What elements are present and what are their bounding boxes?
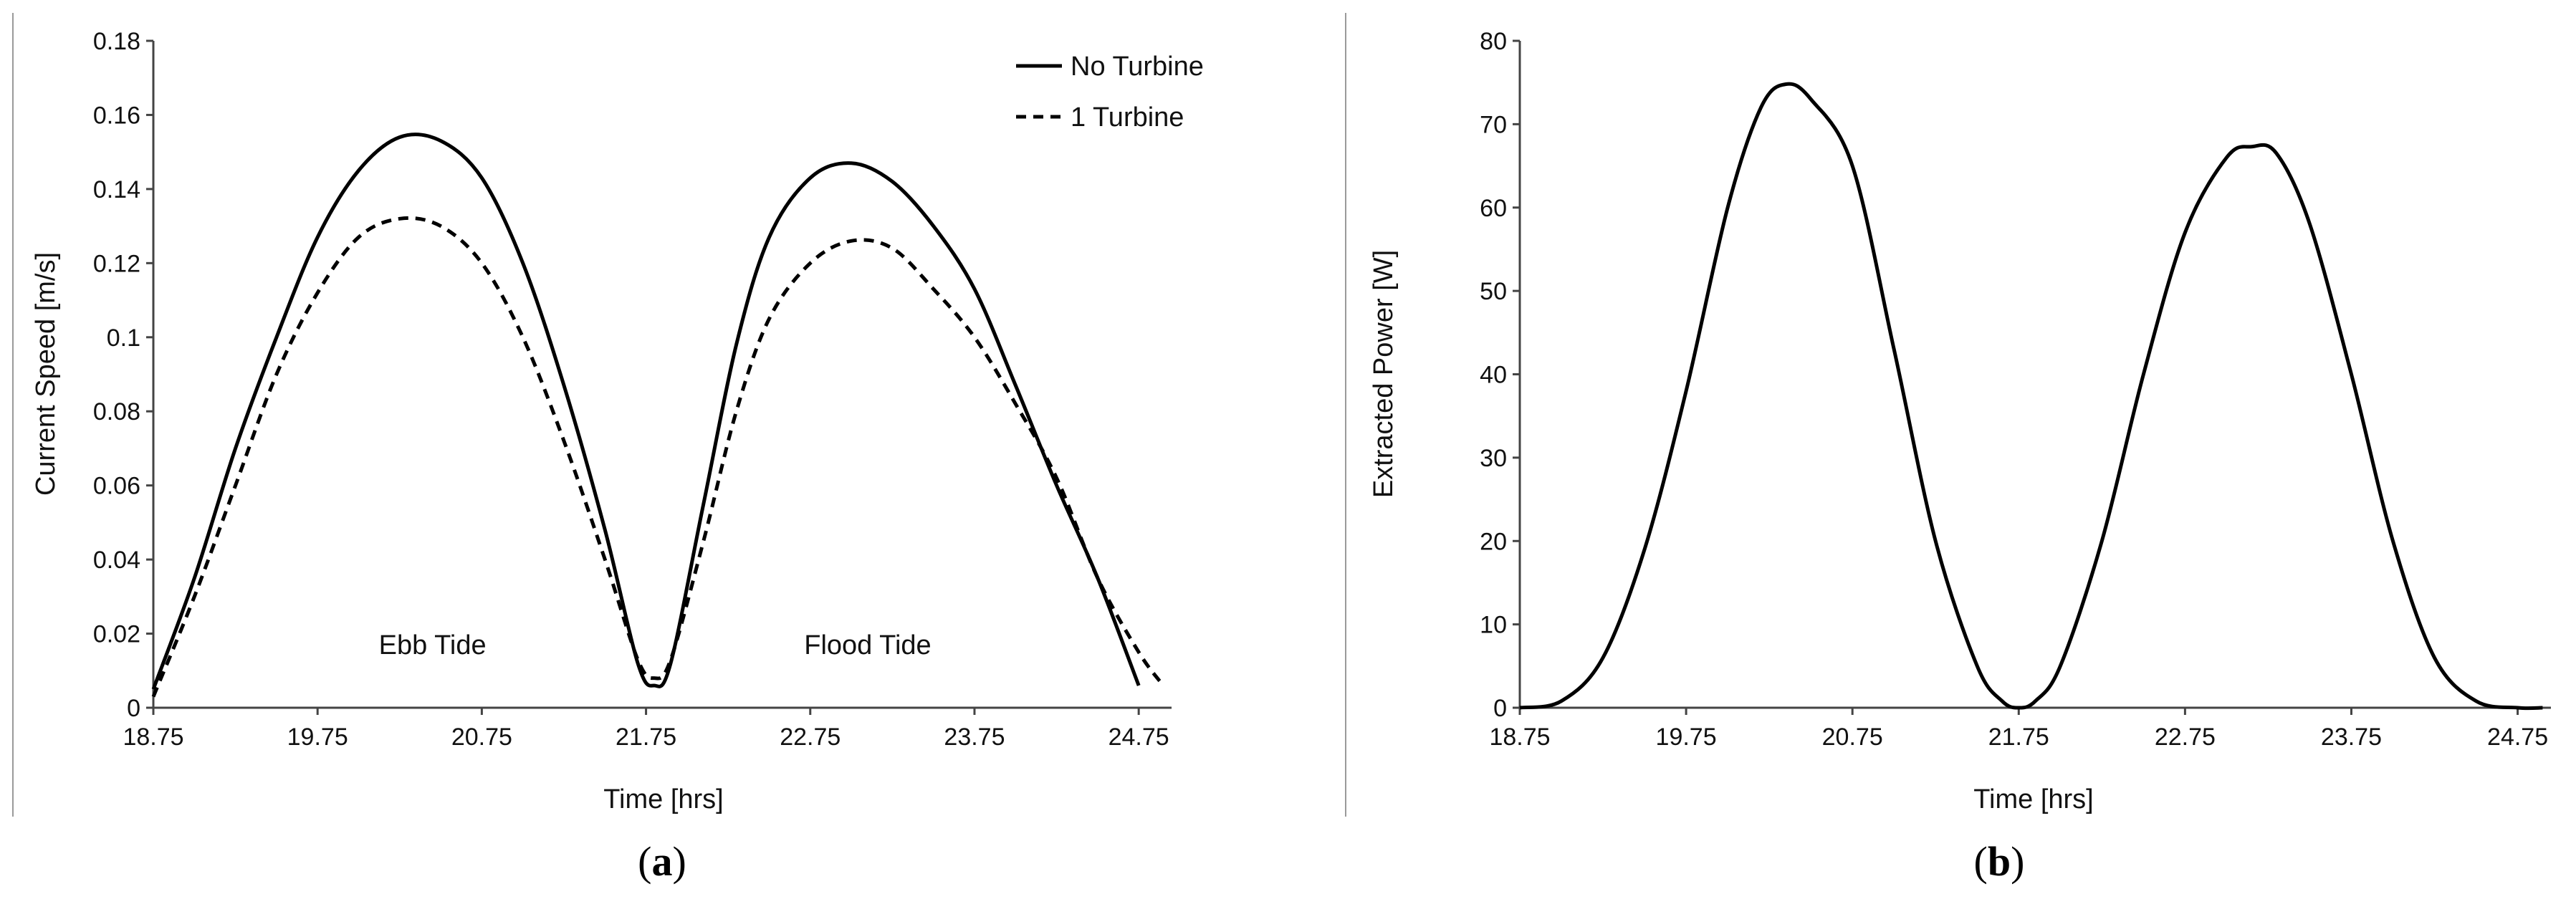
y-tick-label: 40 — [1480, 362, 1507, 389]
y-tick-label: 0 — [1493, 695, 1507, 722]
x-tick-label: 24.75 — [2487, 723, 2548, 751]
legend-label-no-turbine: No Turbine — [1071, 52, 1204, 82]
y-tick-label: 60 — [1480, 195, 1507, 222]
x-axis-title: Time [hrs] — [1973, 784, 2094, 814]
annotations: Ebb Tide Flood Tide — [379, 630, 932, 660]
x-axis-title: Time [hrs] — [603, 784, 724, 814]
y-tick-label: 0.06 — [93, 473, 140, 500]
x-tick-label: 18.75 — [1489, 723, 1550, 751]
x-tick-label: 19.75 — [1656, 723, 1717, 751]
x-tick-label: 21.75 — [1988, 723, 2049, 751]
y-tick-label: 70 — [1480, 111, 1507, 138]
x-tick-label: 23.75 — [2321, 723, 2382, 751]
axes — [146, 39, 1172, 715]
panel-b-chart: 0 10 20 30 40 50 60 70 80 18.75 19.75 20.75 21.75 22… — [1369, 28, 2551, 885]
annotation-ebb-tide: Ebb Tide — [379, 630, 487, 660]
y-tick-labels: 0 0.02 0.04 0.06 0.08 0.1 0.12 0.14 0.16 0.18 — [93, 28, 140, 722]
y-tick-label: 50 — [1480, 278, 1507, 305]
y-tick-label: 80 — [1480, 28, 1507, 55]
x-tick-label: 22.75 — [780, 723, 841, 751]
panel-label-b-letter: b — [1988, 838, 2011, 885]
x-tick-label: 21.75 — [616, 723, 676, 751]
y-tick-label: 0.08 — [93, 398, 140, 426]
annotation-flood-tide: Flood Tide — [804, 630, 931, 660]
y-axis-title: Extracted Power [W] — [1369, 250, 1399, 498]
legend: No Turbine 1 Turbine — [1016, 52, 1204, 133]
panel-a-chart: 0 0.02 0.04 0.06 0.08 0.1 0.12 0.14 0.16 0.18 18.… — [31, 28, 1204, 885]
panel-label-a: (a) — [638, 838, 686, 885]
x-tick-label: 23.75 — [944, 723, 1005, 751]
series-line-1-turbine — [151, 216, 1165, 698]
y-tick-label: 30 — [1480, 445, 1507, 472]
x-tick-labels: 18.75 19.75 20.75 21.75 22.75 23.75 24.75 — [123, 723, 1169, 751]
series-line-no-turbine — [151, 133, 1141, 690]
y-tick-label: 0 — [127, 695, 140, 722]
series-lines — [1519, 82, 2543, 711]
series-lines — [151, 133, 1165, 698]
y-tick-label: 0.14 — [93, 176, 140, 203]
x-tick-label: 19.75 — [287, 723, 348, 751]
x-tick-label: 22.75 — [2155, 723, 2216, 751]
panel-label-b-close: ) — [2011, 838, 2024, 885]
y-tick-label: 20 — [1480, 528, 1507, 555]
legend-label-1-turbine: 1 Turbine — [1071, 102, 1184, 133]
y-tick-label: 0.12 — [93, 250, 140, 277]
y-tick-label: 0.02 — [93, 621, 140, 648]
y-tick-labels: 0 10 20 30 40 50 60 70 80 — [1480, 28, 1507, 722]
x-tick-label: 18.75 — [123, 723, 183, 751]
y-tick-label: 0.18 — [93, 28, 140, 55]
x-tick-labels: 18.75 19.75 20.75 21.75 22.75 23.75 24.75 — [1489, 723, 2548, 751]
series-line-extracted-power — [1519, 82, 2543, 711]
x-tick-label: 24.75 — [1109, 723, 1169, 751]
axes — [1513, 39, 2551, 715]
y-axis-title: Current Speed [m/s] — [31, 252, 61, 496]
y-tick-label: 0.1 — [107, 324, 140, 352]
panel-label-a-letter: a — [652, 838, 673, 885]
panel-label-b: (b) — [1974, 838, 2025, 885]
panel-label-b-open: ( — [1974, 838, 1988, 885]
y-tick-label: 10 — [1480, 612, 1507, 639]
panel-label-a-close: ) — [673, 838, 686, 885]
y-tick-label: 0.16 — [93, 102, 140, 129]
panel-label-a-open: ( — [638, 838, 651, 885]
x-tick-label: 20.75 — [1822, 723, 1883, 751]
y-tick-label: 0.04 — [93, 547, 140, 574]
x-tick-label: 20.75 — [451, 723, 512, 751]
